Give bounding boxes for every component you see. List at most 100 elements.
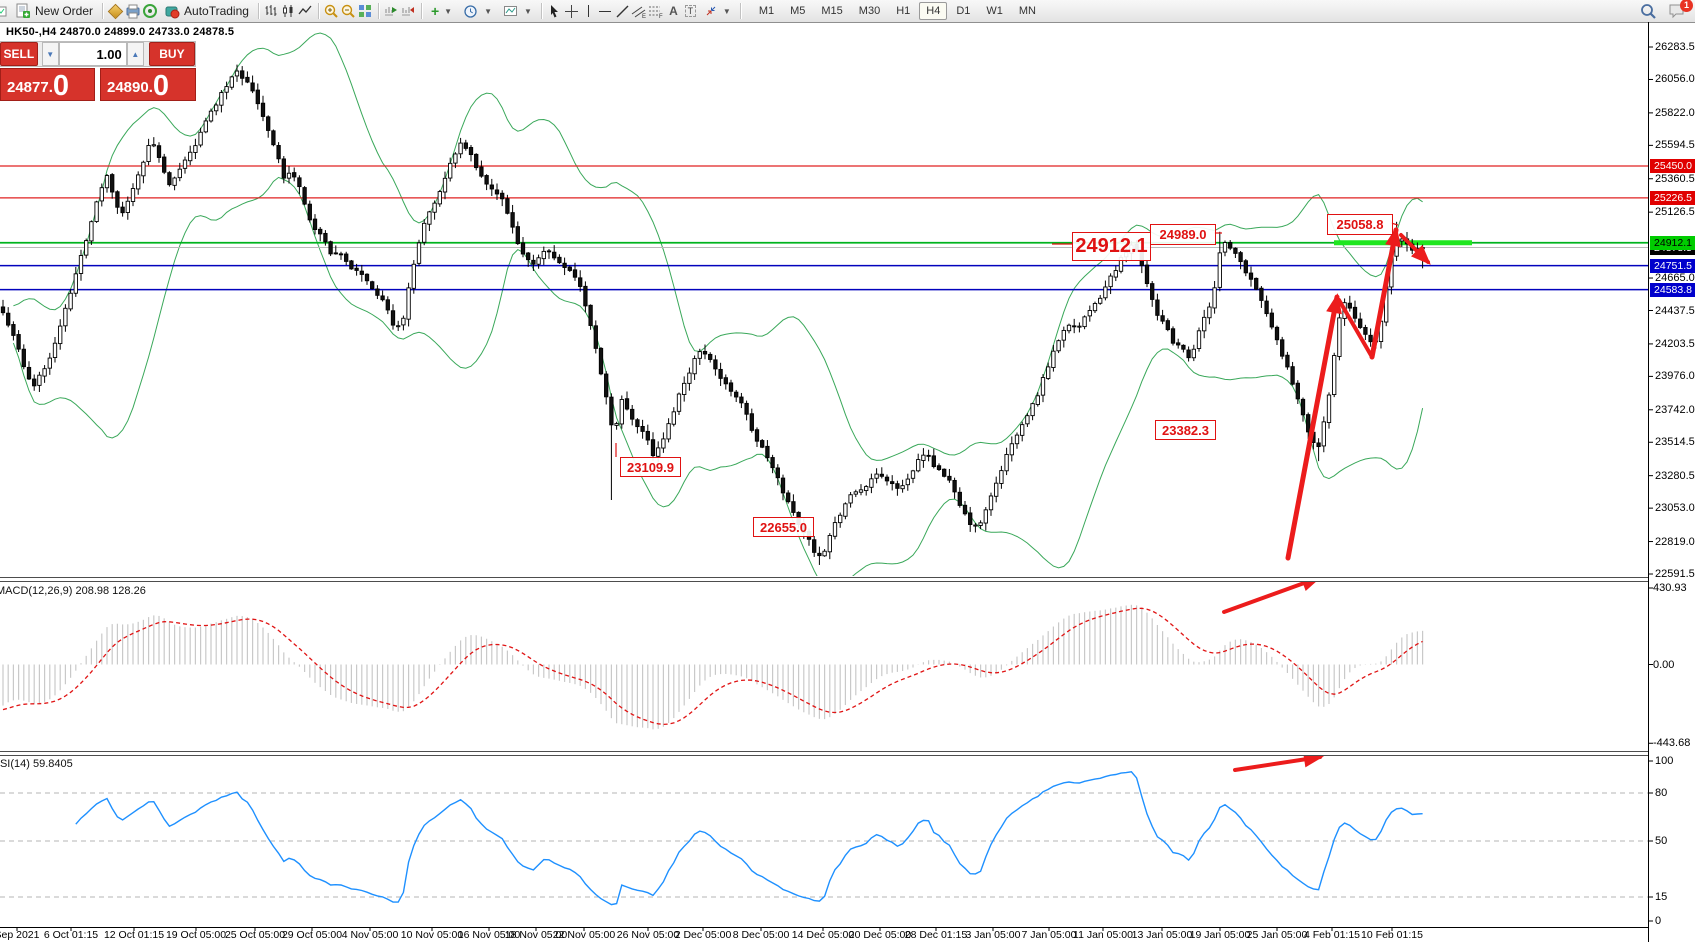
- price-tick-label: 26283.5: [1655, 41, 1695, 53]
- timeframe-m1[interactable]: M1: [758, 5, 775, 17]
- candle-body: [125, 200, 130, 213]
- candle-body: [510, 212, 515, 228]
- price-callout[interactable]: 24989.0: [1150, 224, 1216, 245]
- charts-bar-icon[interactable]: [0, 3, 9, 20]
- volume-input[interactable]: [58, 42, 127, 66]
- new-order-button[interactable]: New Order: [9, 1, 98, 21]
- level-price-badge: 25226.5: [1650, 190, 1695, 205]
- trend-arrow[interactable]: [1222, 578, 1322, 614]
- search-icon[interactable]: [1640, 3, 1657, 20]
- bar-chart-icon[interactable]: [263, 3, 280, 20]
- tile-windows-icon[interactable]: [357, 3, 374, 20]
- horizontal-line-tool-icon[interactable]: [597, 3, 614, 20]
- timeframe-m5[interactable]: M5: [790, 5, 806, 17]
- candle-body: [1170, 328, 1176, 344]
- trend-arrow[interactable]: [1369, 226, 1401, 360]
- arrows-tool-dropdown[interactable]: ▼: [699, 1, 736, 21]
- candle-body: [1352, 306, 1358, 319]
- candle-body: [489, 184, 494, 190]
- svg-text:E: E: [642, 14, 646, 19]
- timeframe-w1[interactable]: W1: [986, 5, 1003, 17]
- trend-arrow[interactable]: [1233, 756, 1324, 772]
- chart-shift-icon[interactable]: [400, 3, 417, 20]
- candle-body: [42, 368, 47, 377]
- volume-down-button[interactable]: ▼: [41, 42, 59, 66]
- autotrading-button[interactable]: AutoTrading: [158, 1, 254, 21]
- price-callout[interactable]: 23382.3: [1155, 420, 1216, 440]
- time-axis-label: 20 Dec 05:00: [848, 929, 912, 941]
- price-callout[interactable]: 23109.9: [620, 457, 681, 477]
- candle-body: [1233, 247, 1238, 254]
- candle-body: [219, 92, 224, 106]
- candle-body: [234, 70, 240, 77]
- candle-body: [978, 522, 983, 526]
- main-macd-separator[interactable]: [0, 577, 1648, 582]
- candle-body: [354, 267, 359, 271]
- candle-body: [318, 228, 323, 235]
- period-dropdown[interactable]: ▼: [457, 1, 497, 21]
- timeframe-h4[interactable]: H4: [919, 2, 948, 20]
- broadcast-icon[interactable]: [141, 3, 158, 20]
- print-preview-icon[interactable]: [124, 3, 141, 20]
- time-axis-label: 16 Nov 05:00: [457, 929, 521, 941]
- equidistant-channel-tool-icon[interactable]: E: [631, 3, 648, 20]
- timeframe-d1[interactable]: D1: [956, 5, 971, 17]
- candlestick-chart-icon[interactable]: [280, 3, 297, 20]
- candle-body: [947, 475, 952, 481]
- candle-body: [645, 430, 650, 441]
- candle-body: [1290, 366, 1295, 385]
- price-callout[interactable]: 22655.0: [753, 517, 814, 537]
- toolbar: New Order AutoTrading: [0, 0, 1695, 23]
- template-dropdown[interactable]: ▼: [497, 1, 537, 21]
- candle-body: [396, 325, 401, 328]
- timeframe-h1[interactable]: H1: [896, 5, 911, 17]
- time-axis-label: 7 Jan 05:00: [1021, 929, 1077, 941]
- time-axis-label: 26 Nov 05:00: [616, 929, 680, 941]
- timeframe-m30[interactable]: M30: [858, 5, 881, 17]
- text-tool-icon[interactable]: A: [669, 4, 678, 18]
- chat-icon[interactable]: 1: [1667, 0, 1693, 20]
- rsi-tick-label: 50: [1655, 835, 1668, 847]
- level-price-badge: 24912.1: [1650, 235, 1695, 250]
- cursor-tool-icon[interactable]: [546, 3, 563, 20]
- timeframe-mn[interactable]: MN: [1018, 5, 1036, 17]
- time-axis-label: Sep 2021: [0, 929, 40, 941]
- sell-button[interactable]: SELL: [0, 42, 38, 66]
- price-tick-label: 25822.0: [1655, 106, 1695, 119]
- crosshair-tool-icon[interactable]: [563, 3, 580, 20]
- zoom-in-icon[interactable]: [323, 3, 340, 20]
- candle-body: [110, 174, 115, 193]
- clock-icon: [462, 3, 479, 20]
- zoom-out-icon[interactable]: [340, 3, 357, 20]
- buy-price-display[interactable]: 24890. 0: [100, 68, 196, 101]
- candle-body: [656, 447, 661, 457]
- candle-body: [942, 468, 947, 477]
- candle-body: [1176, 342, 1181, 346]
- candle-body: [328, 241, 333, 255]
- macd-rsi-separator[interactable]: [0, 751, 1648, 756]
- fibonacci-tool-icon[interactable]: F: [648, 3, 665, 20]
- trend-arrow[interactable]: [1285, 293, 1342, 561]
- trend-arrow[interactable]: [1399, 233, 1431, 265]
- price-tick-label: 23053.0: [1655, 502, 1695, 515]
- time-axis-label: 22 Nov 05:00: [552, 929, 616, 941]
- candle-body: [115, 191, 120, 208]
- trendline-tool-icon[interactable]: [614, 3, 631, 20]
- price-callout[interactable]: 25058.8: [1327, 214, 1393, 235]
- new-chart-dropdown[interactable]: + ▼: [430, 3, 453, 19]
- candle-body: [58, 325, 63, 345]
- line-chart-icon[interactable]: [297, 3, 314, 20]
- sell-price-display[interactable]: 24877. 0: [0, 68, 95, 101]
- trend-arrow[interactable]: [1337, 298, 1374, 359]
- timeframe-m15[interactable]: M15: [821, 5, 843, 17]
- time-axis-label: 13 Jan 05:00: [1131, 929, 1193, 941]
- text-label-tool-icon[interactable]: T: [682, 3, 699, 20]
- candle-body: [229, 76, 234, 88]
- volume-up-button[interactable]: ▲: [126, 42, 144, 66]
- vertical-line-tool-icon[interactable]: [580, 3, 597, 20]
- candle-body: [146, 145, 151, 162]
- buy-button[interactable]: BUY: [148, 42, 195, 66]
- price-callout[interactable]: 24912.1: [1072, 232, 1151, 261]
- auto-scroll-icon[interactable]: [383, 3, 400, 20]
